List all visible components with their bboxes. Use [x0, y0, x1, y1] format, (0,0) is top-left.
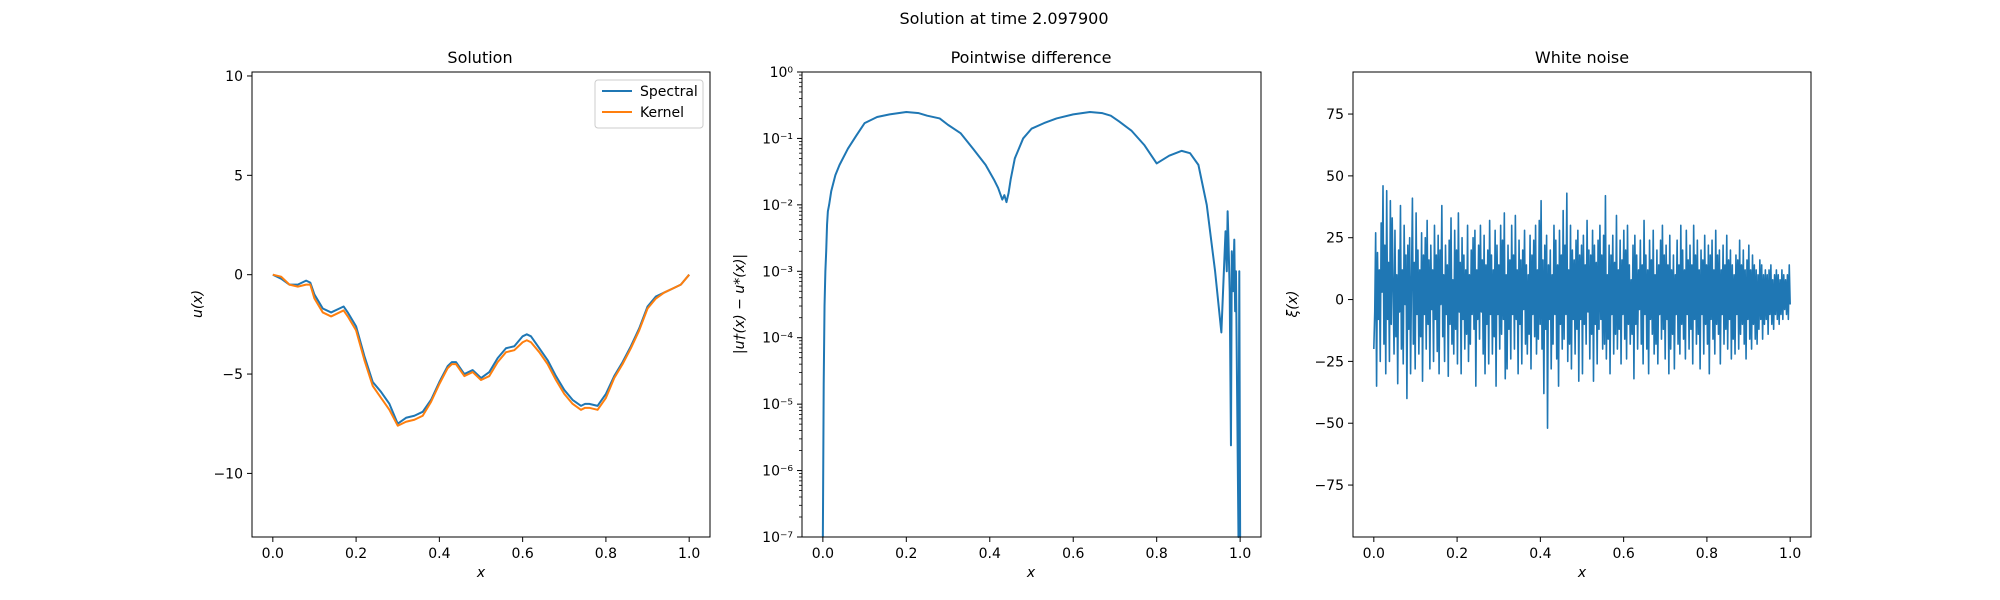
y-tick-label: 10⁻² — [762, 198, 793, 214]
solution-plot-area — [272, 273, 690, 427]
x-tick-label: 0.0 — [812, 546, 834, 562]
solution-ylabel: u(x) — [190, 290, 206, 318]
x-tick-label: 0.8 — [595, 546, 617, 562]
difference-ticks: 0.0 0.2 0.4 0.6 0.8 1.0 10⁻⁷ 10⁻⁶ 10⁻⁵ 10⁻⁴ 10⁻³ 10… — [762, 65, 1251, 562]
difference-ylabel: |u†(x) − u*(x)| — [732, 254, 748, 354]
noise-plot-area — [1373, 184, 1791, 429]
legend-spectral-label: Spectral — [640, 84, 698, 100]
white-noise-line — [1373, 184, 1791, 429]
x-tick-label: 1.0 — [1229, 546, 1251, 562]
x-tick-label: 0.2 — [345, 546, 367, 562]
panel-white-noise: White noise 0.0 0.2 0.4 0.6 0.8 1.0−75−50−250… — [1285, 48, 1812, 581]
noise-ylabel: ξ(x) — [1285, 290, 1301, 318]
y-tick-label: 10⁻⁵ — [762, 397, 793, 413]
x-tick-label: 1.0 — [678, 546, 700, 562]
difference-axes-frame — [801, 71, 1262, 538]
difference-plot-area — [821, 110, 1242, 538]
x-tick-label: 0.6 — [512, 546, 534, 562]
y-tick-label: −25 — [1314, 354, 1344, 370]
y-tick-label: 10⁻³ — [762, 264, 793, 280]
x-tick-label: 0.0 — [1363, 546, 1385, 562]
y-tick-label: 10⁻⁶ — [762, 464, 793, 480]
y-tick-label: 25 — [1326, 231, 1344, 247]
x-tick-label: 0.8 — [1146, 546, 1168, 562]
x-tick-label: 0.2 — [1446, 546, 1468, 562]
solution-title: Solution — [447, 48, 512, 67]
x-tick-label: 0.4 — [428, 546, 450, 562]
x-tick-label: 0.0 — [262, 546, 284, 562]
y-tick-label: 10⁰ — [770, 65, 794, 81]
x-tick-label: 0.2 — [895, 546, 917, 562]
y-tick-label: 75 — [1326, 107, 1344, 123]
solution-axes-frame — [251, 71, 711, 538]
y-tick-label: 10⁻⁷ — [762, 530, 793, 546]
x-tick-label: 1.0 — [1779, 546, 1801, 562]
panel-solution: Solution 0.0 0.2 0.4 0.6 0.8 1.0 −10 −5 0 5 10 x u… — [190, 48, 711, 581]
noise-title: White noise — [1535, 48, 1629, 67]
y-tick-label: −10 — [213, 466, 243, 482]
noise-ticks: 0.0 0.2 0.4 0.6 0.8 1.0 −75 −50 −25 0 25 50 75 — [1314, 107, 1801, 562]
y-tick-label: 50 — [1326, 169, 1344, 185]
difference-line — [821, 110, 1242, 538]
x-tick-label: 0.4 — [979, 546, 1001, 562]
y-tick-label: 0 — [1335, 293, 1344, 309]
x-tick-label: 0.6 — [1062, 546, 1084, 562]
y-tick-label: 5 — [234, 168, 243, 184]
solution-ticks: 0.0 0.2 0.4 0.6 0.8 1.0 −10 −5 0 5 10 — [213, 69, 700, 562]
y-tick-label: −50 — [1314, 416, 1344, 432]
series-spectral-line — [272, 273, 690, 425]
x-tick-label: 0.8 — [1696, 546, 1718, 562]
solution-xlabel: x — [476, 565, 486, 581]
y-tick-label: −75 — [1314, 478, 1344, 494]
y-tick-label: −5 — [222, 367, 243, 383]
legend-kernel-label: Kernel — [640, 105, 684, 121]
difference-xlabel: x — [1026, 565, 1036, 581]
panel-pointwise-difference: Pointwise difference 0.0 0.2 0.4 0.6 0.8 1.0 1… — [732, 48, 1262, 581]
noise-xlabel: x — [1577, 565, 1587, 581]
figure-suptitle: Solution at time 2.097900 — [899, 9, 1108, 28]
y-tick-label: 10 — [225, 69, 243, 85]
y-tick-label: 10⁻⁴ — [762, 331, 793, 347]
x-tick-label: 0.6 — [1613, 546, 1635, 562]
difference-title: Pointwise difference — [951, 48, 1112, 67]
series-kernel-line — [272, 273, 690, 427]
noise-axes-frame — [1352, 71, 1812, 538]
solution-legend: Spectral Kernel — [594, 79, 704, 129]
y-tick-label: 10⁻¹ — [762, 131, 793, 147]
y-tick-label: 0 — [234, 268, 243, 284]
x-tick-label: 0.4 — [1529, 546, 1551, 562]
